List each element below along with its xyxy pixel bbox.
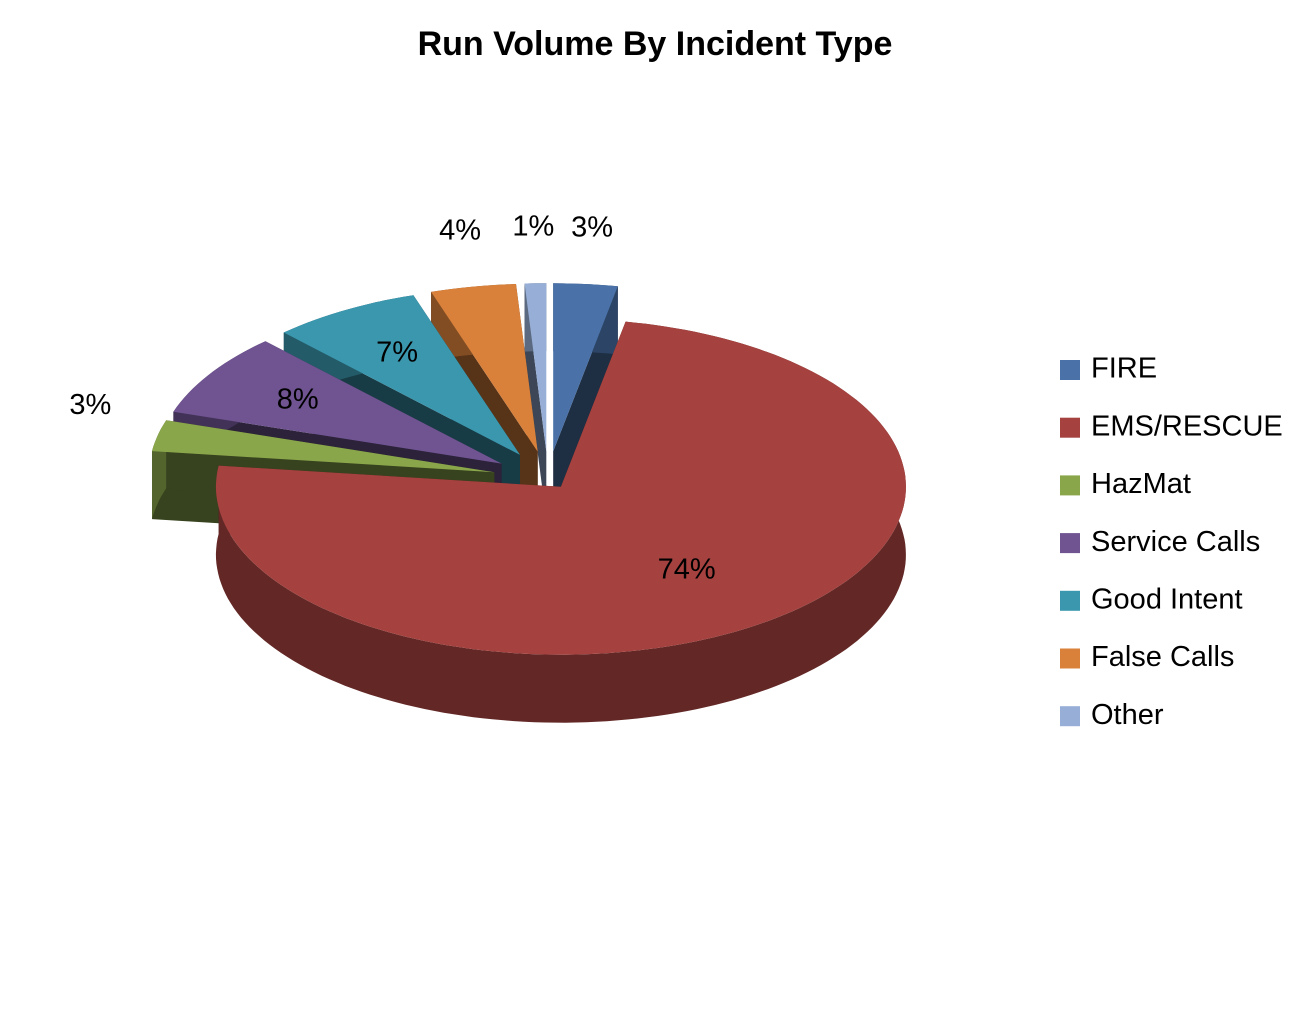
- slice: [152, 420, 495, 473]
- legend-swatch: [1060, 648, 1080, 669]
- legend-swatch: [1060, 417, 1080, 438]
- chart-title: Run Volume By Incident Type: [418, 25, 893, 63]
- legend-swatch: [1060, 590, 1080, 611]
- legend-label: Other: [1091, 699, 1164, 731]
- legend-label: EMS/RESCUE: [1091, 410, 1283, 442]
- legend-label: Service Calls: [1091, 526, 1260, 558]
- legend-swatch: [1060, 706, 1080, 727]
- slice: [215, 321, 906, 655]
- pie: [152, 283, 906, 723]
- legend-swatch: [1060, 533, 1080, 554]
- value-label: 3%: [69, 389, 111, 421]
- legend-label: HazMat: [1091, 468, 1191, 500]
- value-label: 7%: [376, 336, 418, 368]
- legend-label: False Calls: [1091, 641, 1234, 673]
- slice: [553, 283, 618, 452]
- slice: [173, 341, 502, 464]
- legend-label: Good Intent: [1091, 583, 1243, 615]
- value-labels: 1% 3% 4% 7% 8% 3% 74%: [69, 210, 715, 585]
- value-label: 1%: [512, 210, 554, 242]
- legend-label: FIRE: [1091, 353, 1157, 385]
- value-label: 3%: [571, 211, 613, 243]
- legend-swatch: [1060, 475, 1080, 496]
- slice: [524, 283, 547, 452]
- value-label: 8%: [277, 383, 319, 415]
- legend: FIRE EMS/RESCUE HazMat Service Calls Good In…: [1060, 353, 1283, 731]
- legend-swatch: [1060, 360, 1080, 380]
- slice: [431, 284, 538, 452]
- value-label: 4%: [439, 214, 481, 246]
- slice: [283, 295, 520, 455]
- value-label: 74%: [658, 554, 716, 586]
